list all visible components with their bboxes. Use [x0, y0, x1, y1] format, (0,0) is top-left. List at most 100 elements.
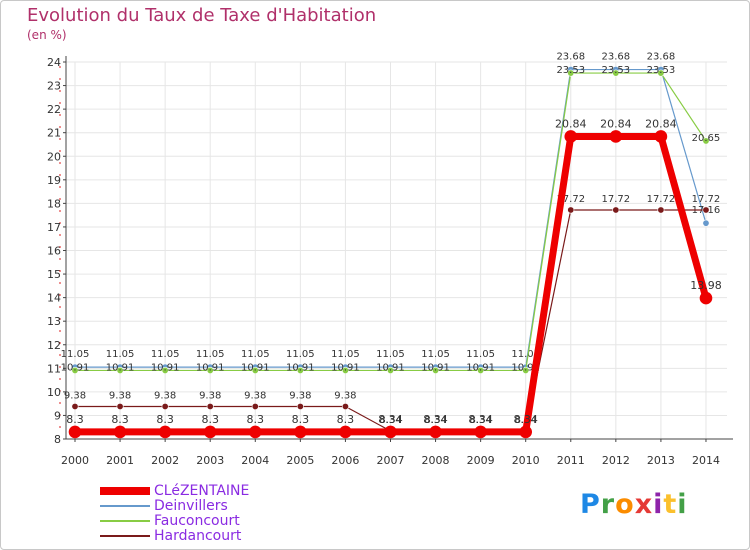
data-point: [432, 366, 440, 374]
x-tick-label: 2014: [692, 454, 720, 467]
data-label: 10.91: [196, 362, 225, 373]
data-point: [71, 402, 79, 410]
data-point: [567, 69, 575, 77]
data-point: [522, 366, 530, 374]
y-tick-label: 12: [47, 339, 61, 352]
data-point: [294, 425, 307, 439]
legend-swatch: [100, 520, 150, 522]
data-point: [339, 425, 352, 439]
data-label: 11.05: [241, 349, 270, 360]
logo-letter: P: [580, 489, 601, 520]
y-tick-label: 16: [47, 245, 61, 258]
data-label: 10.91: [331, 362, 360, 373]
y-tick-label: 15: [47, 268, 61, 281]
data-label: 10.91: [61, 362, 90, 373]
data-label: 9.38: [64, 390, 86, 401]
data-label: 8.3: [292, 413, 310, 426]
logo-letter: t: [663, 489, 678, 520]
data-label: 9.38: [154, 390, 176, 401]
data-label: 11.05: [286, 349, 315, 360]
data-label: 8.34: [513, 413, 538, 426]
data-label: 17.72: [602, 194, 631, 205]
data-label: 17.72: [647, 194, 676, 205]
legend-item-hardancourt[interactable]: Hardancourt: [100, 529, 360, 544]
data-label: 11.05: [151, 349, 180, 360]
data-label: 10.91: [511, 362, 540, 373]
data-label: 11.05: [466, 349, 495, 360]
data-point: [158, 425, 172, 439]
data-label: 10.91: [466, 362, 495, 373]
data-label: 9.38: [199, 390, 221, 401]
data-label: 8.3: [66, 413, 84, 426]
data-label: 8.34: [468, 413, 493, 426]
series-fauconcourt: 10.91 10.91 10.91 10.91 10.91 10.91 10.91 10.91…: [61, 65, 721, 374]
logo-letter: o: [615, 489, 635, 520]
y-tick-label: 11: [47, 362, 61, 375]
legend-item-clezentaine[interactable]: CLéZENTAINE: [100, 484, 360, 499]
data-label: 11.05: [106, 349, 135, 360]
x-tick-label: 2005: [286, 454, 314, 467]
logo-letter: x: [634, 489, 654, 520]
data-label: 23.68: [602, 52, 631, 63]
y-tick-label: 23: [47, 80, 61, 93]
data-point: [71, 366, 79, 374]
data-point: [386, 366, 394, 374]
data-label: 13.98: [690, 279, 722, 292]
legend-item-fauconcourt[interactable]: Fauconcourt: [100, 514, 360, 529]
data-label: 8.34: [469, 415, 491, 426]
y-tick-label: 21: [47, 127, 61, 140]
legend-swatch: [100, 535, 150, 537]
x-tick-label: 2013: [647, 454, 675, 467]
data-label: 17.72: [556, 194, 585, 205]
data-label: 8.34: [379, 415, 401, 426]
data-point: [702, 206, 710, 214]
data-label: 11.05: [376, 349, 405, 360]
data-point: [657, 206, 665, 214]
data-point: [341, 402, 349, 410]
data-point: [474, 425, 487, 439]
x-tick-label: 2012: [602, 454, 630, 467]
data-label: 8.3: [156, 413, 174, 426]
x-tick-label: 2003: [196, 454, 224, 467]
y-tick-label: 9: [54, 409, 61, 422]
data-label: 10.91: [151, 362, 180, 373]
y-axis-unit: (en %): [27, 28, 67, 42]
data-label: 10.91: [376, 362, 405, 373]
data-point: [341, 366, 349, 374]
data-point: [699, 291, 713, 305]
x-tick-label: 2004: [241, 454, 269, 467]
y-tick-label: 17: [47, 221, 61, 234]
data-point: [429, 425, 442, 439]
data-label: 10.91: [106, 362, 135, 373]
data-label: 23.53: [556, 65, 585, 76]
y-tick-label: 10: [47, 386, 61, 399]
series-clzentaine: 8.3 8.3 8.3 8.3 8.3 8.3 8.3 8.34 8.34 8.34 8.34 20.…: [66, 117, 722, 439]
data-label: 10.91: [421, 362, 450, 373]
data-label: 8.34: [424, 415, 446, 426]
data-label: 9.38: [289, 390, 311, 401]
chart-legend: CLéZENTAINE Deinvillers Fauconcourt Hard…: [100, 484, 360, 544]
data-label: 17.72: [692, 194, 721, 205]
data-label: 8.3: [111, 413, 129, 426]
data-label: 23.53: [647, 65, 676, 76]
data-label: 23.53: [602, 65, 631, 76]
data-point: [612, 69, 620, 77]
logo-letter: i: [653, 489, 664, 520]
data-label: 20.84: [645, 117, 677, 130]
logo-letter: i: [677, 489, 688, 520]
x-tick-label: 2002: [151, 454, 179, 467]
data-label: 20.65: [692, 133, 721, 144]
data-label: 23.68: [556, 52, 585, 63]
data-point: [702, 137, 710, 145]
data-point: [657, 69, 665, 77]
legend-label: CLéZENTAINE: [154, 483, 250, 499]
y-tick-label: 13: [47, 315, 61, 328]
y-tick-label: 8: [54, 433, 61, 446]
legend-label: Hardancourt: [154, 528, 242, 544]
x-tick-label: 2008: [422, 454, 450, 467]
data-point: [251, 366, 259, 374]
data-label: 8.34: [423, 413, 448, 426]
data-label: 10.91: [286, 362, 315, 373]
legend-item-deinvillers[interactable]: Deinvillers: [100, 499, 360, 514]
x-tick-label: 2010: [512, 454, 540, 467]
